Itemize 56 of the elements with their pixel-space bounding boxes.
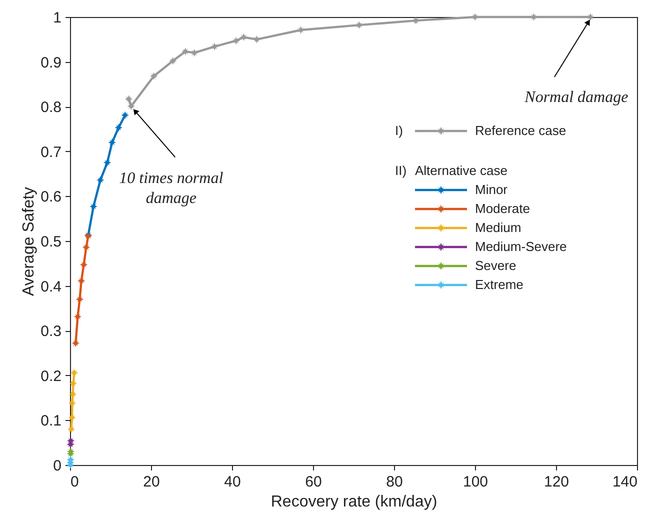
- point: [168, 57, 177, 65]
- point: [124, 95, 133, 103]
- legend-label: Reference case: [475, 123, 566, 138]
- y-tick-label: 0.9: [40, 54, 62, 72]
- x-tick-label: 0: [70, 474, 79, 490]
- point: [114, 124, 122, 132]
- point: [103, 158, 112, 166]
- point: [127, 102, 136, 110]
- annotation: II): [395, 163, 407, 178]
- y-tick-label: 0.7: [40, 144, 62, 161]
- legend-label: Moderate: [475, 201, 530, 216]
- x-tick-label: 20: [143, 474, 160, 490]
- legend-label: Medium-Severe: [475, 239, 567, 254]
- point: [66, 448, 75, 456]
- x-tick-label: 40: [224, 474, 241, 490]
- y-tick-label: 0: [53, 458, 62, 474]
- y-tick-label: 0.2: [40, 368, 62, 385]
- point: [586, 13, 594, 21]
- y-tick-label: 0.8: [40, 99, 62, 116]
- x-axis-title: Recovery rate (km/day): [270, 494, 438, 510]
- legend-label: Medium: [475, 220, 522, 235]
- legend-title: Alternative case: [415, 163, 508, 178]
- point: [68, 414, 76, 422]
- point: [96, 176, 104, 184]
- point: [150, 72, 158, 80]
- point: [67, 425, 76, 434]
- y-tick-label: 0.5: [40, 234, 62, 250]
- y-tick-label: 0.4: [40, 278, 62, 296]
- x-tick-label: 80: [386, 474, 403, 490]
- point: [108, 138, 116, 146]
- point: [77, 277, 86, 285]
- x-tick-label: 60: [305, 474, 322, 490]
- point: [90, 202, 98, 210]
- point: [82, 243, 90, 252]
- annotation: Normal damage: [524, 89, 628, 106]
- x-tick-label: 140: [612, 474, 638, 490]
- x-tick-label: 100: [462, 474, 488, 490]
- annotation: 10 times normal damage: [119, 170, 224, 208]
- y-tick-label: 0.1: [40, 412, 62, 430]
- point: [80, 260, 88, 269]
- y-tick-label: 0.3: [40, 323, 62, 340]
- x-tick-label: 120: [544, 474, 570, 490]
- legend-label: Minor: [475, 182, 508, 197]
- point: [240, 33, 248, 42]
- legend-label: Severe: [475, 258, 516, 273]
- point: [66, 456, 74, 464]
- point: [210, 42, 218, 50]
- point: [69, 380, 78, 388]
- y-tick-label: 0.6: [40, 188, 62, 206]
- point: [471, 13, 479, 21]
- annotation: I): [395, 123, 403, 138]
- point: [232, 36, 240, 45]
- y-axis-title: Average Safety: [20, 186, 38, 296]
- point: [121, 111, 129, 119]
- legend-label: Extreme: [475, 277, 524, 292]
- y-tick-label: 1: [53, 10, 62, 26]
